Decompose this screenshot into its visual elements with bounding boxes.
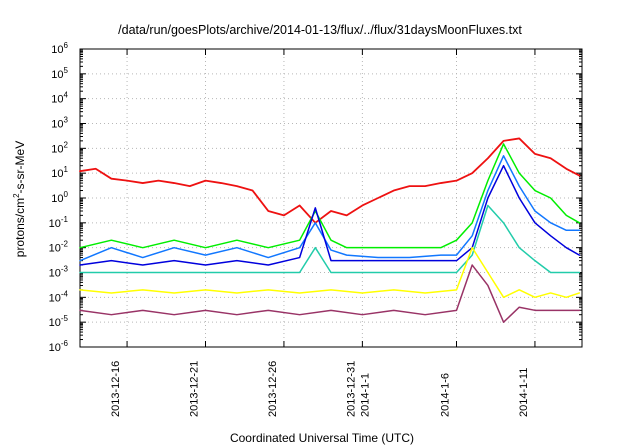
y-tick-label-base: 10 xyxy=(51,69,63,81)
y-tick-label-exponent: 5 xyxy=(64,66,69,75)
series-layer xyxy=(79,137,581,323)
y-tick-label-exponent: 0 xyxy=(64,190,69,199)
y-tick-label-exponent: -4 xyxy=(61,289,69,298)
y-tick-label-base: 10 xyxy=(51,168,63,180)
x-tick-label-layer: 2013-12-16 2013-12-21 2013-12-26 2013-12-31… xyxy=(110,361,530,417)
x-tick-label: 2014-1-6 xyxy=(440,373,452,417)
y-tick-label-exponent: 1 xyxy=(64,165,69,174)
x-tick-label: 2013-12-26 xyxy=(267,361,279,417)
y-tick-label: 105 xyxy=(51,66,68,81)
y-tick-label-exponent: -5 xyxy=(61,314,69,323)
x-tick-label: 2014-1-1 xyxy=(359,373,371,417)
y-tick-label: 101 xyxy=(51,165,68,180)
y-tick-label: 106 xyxy=(51,41,68,56)
y-tick-label-base: 10 xyxy=(49,317,61,329)
x-tick-label: 2013-12-16 xyxy=(110,361,122,417)
x-axis-label: Coordinated Universal Time (UTC) xyxy=(230,431,414,445)
y-tick-label-base: 10 xyxy=(49,268,61,280)
y-tick-label-base: 10 xyxy=(49,218,61,230)
y-tick-label-base: 10 xyxy=(51,44,63,56)
y-tick-label-base: 10 xyxy=(51,193,63,205)
x-tick-label: 2013-12-31 xyxy=(345,361,357,417)
y-tick-label-exponent: 2 xyxy=(64,140,69,149)
y-tick-label: 10-6 xyxy=(49,339,69,354)
y-axis-label-prefix: protons/cm xyxy=(13,198,27,257)
series-line-6 xyxy=(79,246,581,299)
y-tick-label: 10-2 xyxy=(49,240,69,255)
y-tick-label-exponent: -2 xyxy=(61,240,69,249)
y-tick-label-exponent: 3 xyxy=(64,116,69,125)
y-tick-label-exponent: -6 xyxy=(61,339,69,348)
y-axis-label-superscript: 2 xyxy=(12,193,21,198)
x-tick-label: 2013-12-21 xyxy=(189,361,201,417)
grid-layer xyxy=(80,48,582,348)
y-tick-label-exponent: -1 xyxy=(61,215,69,224)
series-line-4 xyxy=(79,164,581,266)
y-tick-label: 100 xyxy=(51,190,68,205)
y-tick-label-exponent: -3 xyxy=(61,265,69,274)
series-line-3 xyxy=(79,155,581,262)
y-tick-label: 103 xyxy=(51,116,68,131)
series-line-5 xyxy=(79,204,581,274)
y-tick-label-exponent: 4 xyxy=(64,91,69,100)
y-tick-label-base: 10 xyxy=(51,94,63,106)
y-tick-label: 104 xyxy=(51,91,68,106)
y-axis-label: protons/cm2-s-sr-MeV xyxy=(12,141,27,257)
y-tick-label-base: 10 xyxy=(49,243,61,255)
series-line-1 xyxy=(79,137,581,224)
y-tick-label-exponent: 6 xyxy=(64,41,69,50)
y-tick-label-layer: 10-610-510-410-310-210-11001011021031041… xyxy=(49,41,69,354)
y-tick-label: 102 xyxy=(51,140,68,155)
series-line-2 xyxy=(79,143,581,249)
y-tick-label-base: 10 xyxy=(51,119,63,131)
y-tick-label-base: 10 xyxy=(51,143,63,155)
y-axis-label-suffix: -s-sr-MeV xyxy=(13,141,27,194)
y-tick-label-base: 10 xyxy=(49,342,61,354)
series-line-7 xyxy=(79,264,581,323)
y-tick-label: 10-5 xyxy=(49,314,69,329)
y-tick-label: 10-1 xyxy=(49,215,69,230)
x-tick-label: 2014-1-11 xyxy=(518,368,530,417)
y-tick-label: 10-4 xyxy=(49,289,69,304)
y-tick-label: 10-3 xyxy=(49,265,69,280)
chart-title: /data/run/goesPlots/archive/2014-01-13/f… xyxy=(118,23,522,37)
y-tick-label-base: 10 xyxy=(49,292,61,304)
